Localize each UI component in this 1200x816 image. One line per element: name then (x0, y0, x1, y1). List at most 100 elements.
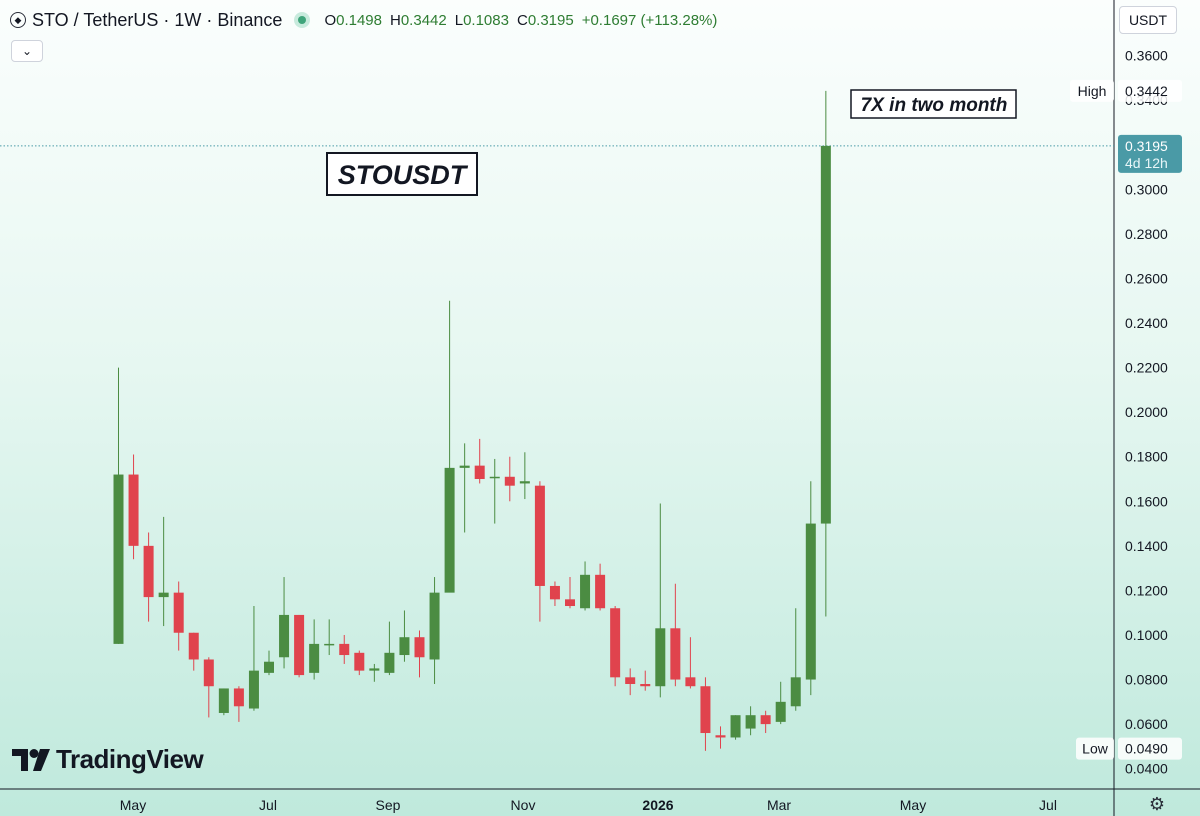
candle-body (414, 637, 425, 658)
candle-body (444, 467, 455, 593)
tradingview-mark-icon (12, 748, 50, 771)
candle-body (745, 715, 756, 729)
candle-body (775, 701, 786, 722)
candle-body (429, 592, 440, 660)
candle-body (595, 574, 606, 609)
open-value: 0.1498 (336, 11, 382, 29)
candle-body (730, 715, 741, 738)
low-value-label: 0.0490 (1125, 741, 1168, 757)
candle-body (790, 677, 801, 707)
candle-body (218, 688, 229, 713)
market-status-icon (294, 12, 311, 28)
tradingview-logo[interactable]: TradingView (12, 744, 204, 775)
candle-body (489, 476, 500, 479)
candle-body (369, 668, 380, 671)
price-tick-label: 0.1400 (1125, 538, 1168, 554)
candle-body (549, 585, 560, 600)
candle-body (519, 481, 530, 484)
high-key: H (390, 11, 401, 29)
last-price-badge (1118, 134, 1182, 173)
time-tick-label: May (120, 797, 146, 813)
chevron-down-icon: ⌄ (21, 44, 33, 58)
price-tick-label: 0.1600 (1125, 493, 1168, 509)
candle-body (309, 643, 320, 673)
price-tick-label: 0.3600 (1125, 48, 1168, 64)
price-tick-label: 0.1000 (1125, 627, 1168, 643)
price-tick-label: 0.2800 (1125, 226, 1168, 242)
candle-body (534, 485, 545, 586)
price-tick-label: 0.2400 (1125, 315, 1168, 331)
ohlc-values: O0.1498 H0.3442 L0.1083 C0.3195 +0.1697 … (324, 12, 717, 29)
candle-body (820, 145, 831, 524)
price-tick-label: 0.1800 (1125, 449, 1168, 465)
price-tick-label: 0.2000 (1125, 404, 1168, 420)
candle-body (279, 614, 290, 658)
time-tick-label: Sep (376, 797, 401, 813)
time-tick-label: Jul (1039, 797, 1057, 813)
candle-body (173, 592, 184, 633)
gear-icon: ⚙ (1148, 793, 1166, 814)
low-key: L (454, 11, 464, 29)
high-label: High (1078, 83, 1107, 99)
low-label: Low (1082, 741, 1109, 757)
price-tick-label: 0.0600 (1125, 716, 1168, 732)
tradingview-logo-text: TradingView (56, 744, 204, 774)
candle-body (294, 614, 305, 676)
bar-countdown: 4d 12h (1125, 155, 1168, 171)
change-value: +0.1697 (+113.28%) (581, 11, 718, 29)
gain-note-text: 7X in two month (861, 95, 1008, 116)
price-tick-label: 0.0400 (1125, 761, 1168, 777)
candle-body (474, 465, 485, 480)
candle-body (324, 643, 335, 646)
currency-button[interactable]: USDT (1119, 6, 1177, 34)
candle-body (580, 574, 591, 609)
time-tick-label: 2026 (642, 797, 673, 813)
gain-note-box (850, 89, 1017, 119)
candle-body (248, 670, 259, 709)
time-tick-label: Nov (511, 797, 536, 813)
candle-body (625, 677, 636, 685)
close-key: C (516, 11, 528, 29)
candle-body (715, 735, 726, 738)
symbol-note-box (326, 152, 478, 196)
price-tick-label: 0.1200 (1125, 582, 1168, 598)
price-tick-label: 0.0800 (1125, 672, 1168, 688)
low-value-bg (1118, 737, 1182, 760)
high-value-bg (1118, 79, 1182, 102)
candle-body (158, 592, 169, 598)
high-value-label: 0.3442 (1125, 83, 1168, 99)
close-value: 0.3195 (527, 11, 574, 29)
collapse-legend-button[interactable]: ⌄ (11, 40, 43, 62)
candle-body (700, 686, 711, 734)
candle-body (504, 476, 515, 486)
settings-button[interactable]: ⚙ (1145, 792, 1169, 816)
candle-body (264, 661, 274, 673)
candle-body (384, 652, 395, 673)
time-tick-label: Mar (767, 797, 791, 813)
last-price-value: 0.3195 (1125, 138, 1168, 154)
high-value: 0.3442 (400, 11, 447, 29)
candle-body (188, 632, 199, 660)
candle-body (354, 652, 365, 671)
time-tick-label: May (900, 797, 926, 813)
low-label-bg (1076, 737, 1114, 760)
candle-body (339, 643, 350, 656)
candle-body (760, 715, 771, 725)
candle-body (640, 684, 651, 687)
price-tick-label: 0.3000 (1125, 181, 1168, 197)
candle-body (203, 659, 214, 687)
time-tick-label: Jul (259, 797, 277, 813)
high-label-bg (1070, 79, 1114, 102)
open-key: O (324, 11, 337, 29)
candle-body (128, 474, 139, 546)
binance-symbol-icon: ◆ (10, 12, 26, 28)
price-tick-label: 0.2600 (1125, 270, 1168, 286)
candle-body (143, 545, 154, 598)
candle-body (670, 628, 681, 680)
symbol-note-text: STOUSDT (338, 160, 469, 190)
candle-body (685, 677, 696, 687)
symbol-title[interactable]: STO / TetherUS · 1W · Binance (32, 9, 283, 30)
candle-body (459, 465, 470, 468)
candle-body (805, 523, 816, 680)
